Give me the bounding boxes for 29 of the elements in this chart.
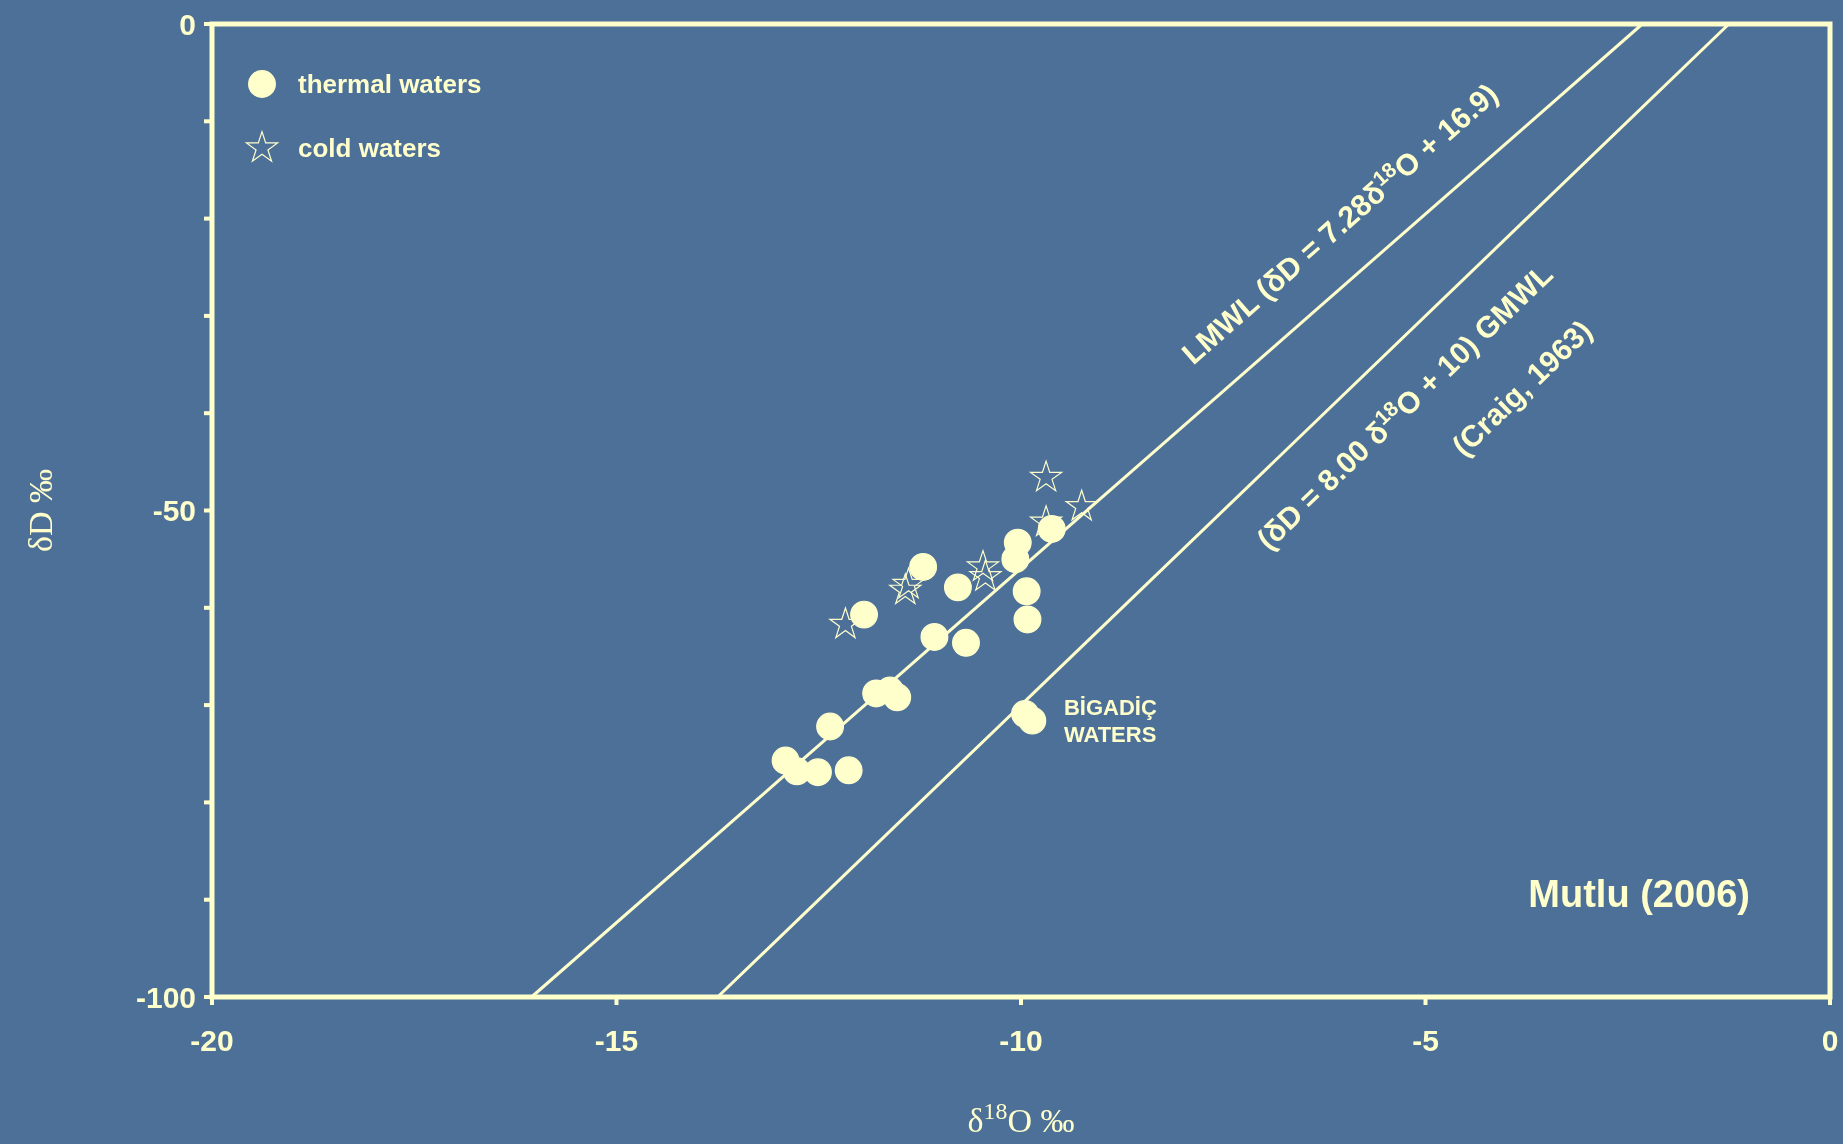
point <box>966 549 1000 581</box>
point <box>850 600 879 629</box>
x-tick-label: -10 <box>999 1024 1043 1057</box>
y-tick-label: -100 <box>135 980 196 1014</box>
point <box>1013 605 1042 634</box>
point <box>1012 577 1041 606</box>
y-tick-label: -50 <box>152 494 196 527</box>
y-tick-label: 0 <box>179 7 196 41</box>
point <box>952 628 980 657</box>
point <box>889 573 922 605</box>
legend-label: cold waters <box>298 133 442 164</box>
point <box>1018 706 1047 735</box>
x-tick-label: -15 <box>594 1024 639 1057</box>
annotation: Mutlu (2006) <box>1528 873 1750 915</box>
x-tick-label: -20 <box>190 1024 234 1057</box>
point <box>834 756 863 785</box>
x-axis-title: δ$^{18}$O ‰ <box>967 1098 1075 1139</box>
x-tick-label: -5 <box>1412 1024 1439 1057</box>
y-axis-title: δD ‰ <box>22 468 59 553</box>
point <box>943 573 972 602</box>
point <box>1029 460 1063 492</box>
point <box>883 683 912 712</box>
x-tick-label: 0 <box>1821 1024 1839 1057</box>
point <box>1065 489 1098 521</box>
annotation: BİGADİÇ WATERS <box>1063 694 1157 747</box>
point <box>909 553 938 581</box>
point <box>969 559 1002 591</box>
point <box>892 567 925 599</box>
legend-label: thermal waters <box>298 69 482 100</box>
